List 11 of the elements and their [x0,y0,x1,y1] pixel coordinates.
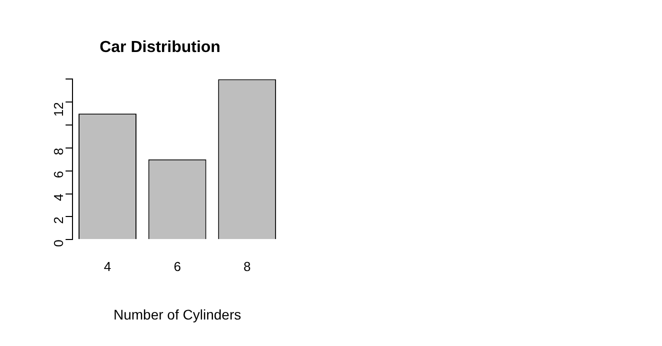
y-tick-label: 8 [51,148,66,156]
x-tick-label: 6 [174,258,181,274]
x-axis-title: Number of Cylinders [113,306,242,322]
y-tick-label: 6 [51,170,66,178]
y-tick-label: 0 [51,240,66,247]
y-tick-label: 2 [51,216,66,224]
x-tick-label: 4 [104,258,112,274]
y-tick-label: 12 [51,102,66,117]
y-tick-label: 4 [51,194,66,202]
chart-title: Car Distribution [100,39,220,56]
x-tick-label: 8 [243,258,251,274]
